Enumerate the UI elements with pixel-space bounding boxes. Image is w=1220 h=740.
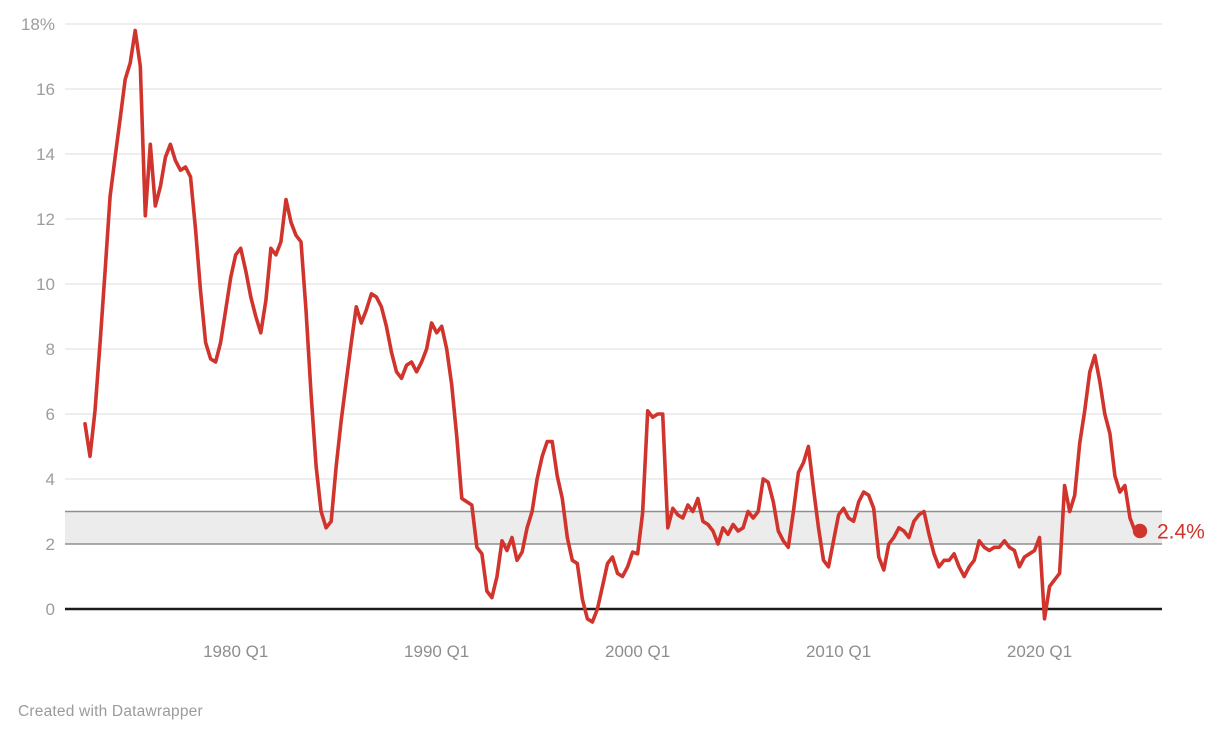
x-tick-label: 2010 Q1 xyxy=(806,642,871,661)
end-point-dot xyxy=(1132,523,1148,539)
y-tick-label: 8 xyxy=(46,340,55,359)
x-tick-label: 1980 Q1 xyxy=(203,642,268,661)
y-tick-label: 4 xyxy=(46,470,55,489)
x-tick-label: 2020 Q1 xyxy=(1007,642,1072,661)
x-tick-label: 1990 Q1 xyxy=(404,642,469,661)
y-tick-label: 2 xyxy=(46,535,55,554)
y-tick-label: 6 xyxy=(46,405,55,424)
y-tick-label: 16 xyxy=(36,80,55,99)
y-tick-label: 18% xyxy=(21,15,55,34)
x-tick-label: 2000 Q1 xyxy=(605,642,670,661)
end-value-label: 2.4% xyxy=(1157,521,1205,544)
y-tick-label: 12 xyxy=(36,210,55,229)
line-chart: 0 2 4 6 8 10 12 14 16 18% 1980 Q1 1990 Q1 2000 Q1 201… xyxy=(21,15,1205,661)
y-tick-label: 0 xyxy=(46,600,55,619)
datawrapper-credit: Created with Datawrapper xyxy=(18,703,203,720)
y-tick-label: 10 xyxy=(36,275,55,294)
y-tick-label: 14 xyxy=(36,145,55,164)
target-band xyxy=(65,511,1162,544)
inflation-line xyxy=(83,28,1142,624)
